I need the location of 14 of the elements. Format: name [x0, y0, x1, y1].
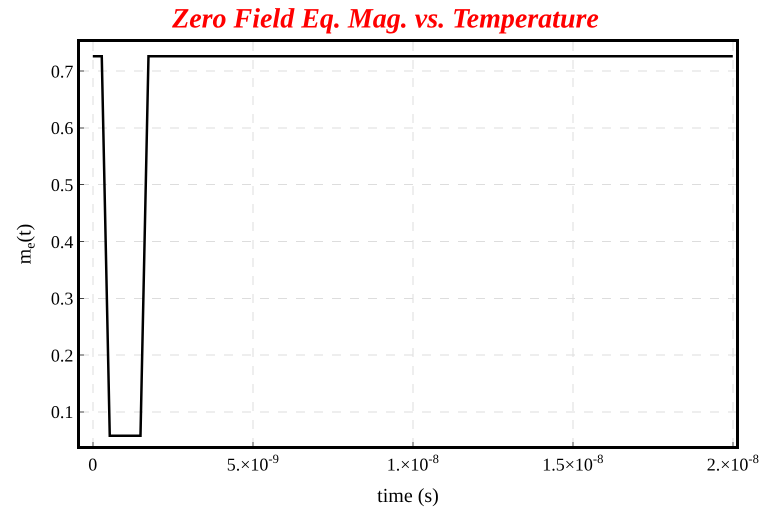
- chart-title: Zero Field Eq. Mag. vs. Temperature: [171, 3, 599, 34]
- y-tick-label: 0.1: [50, 402, 74, 422]
- x-tick-label: 2.×10$^{-8}$: [706, 452, 759, 475]
- y-tick-label: 0.2: [50, 345, 74, 366]
- x-tick-label: 5.×10$^{-9}$: [226, 452, 279, 475]
- x-tick-label: 1.5×10$^{-8}$: [542, 452, 604, 475]
- y-tick-label: 0.7: [50, 61, 74, 82]
- x-axis-title: time (s): [377, 485, 439, 508]
- y-tick-label: 0.6: [50, 118, 74, 138]
- x-tick-label: 0: [88, 454, 98, 475]
- y-tick-label: 0.3: [50, 288, 74, 309]
- y-tick-label: 0.4: [50, 232, 74, 252]
- x-tick-label: 1.×10$^{-8}$: [386, 452, 439, 475]
- y-tick-label: 0.5: [50, 174, 74, 195]
